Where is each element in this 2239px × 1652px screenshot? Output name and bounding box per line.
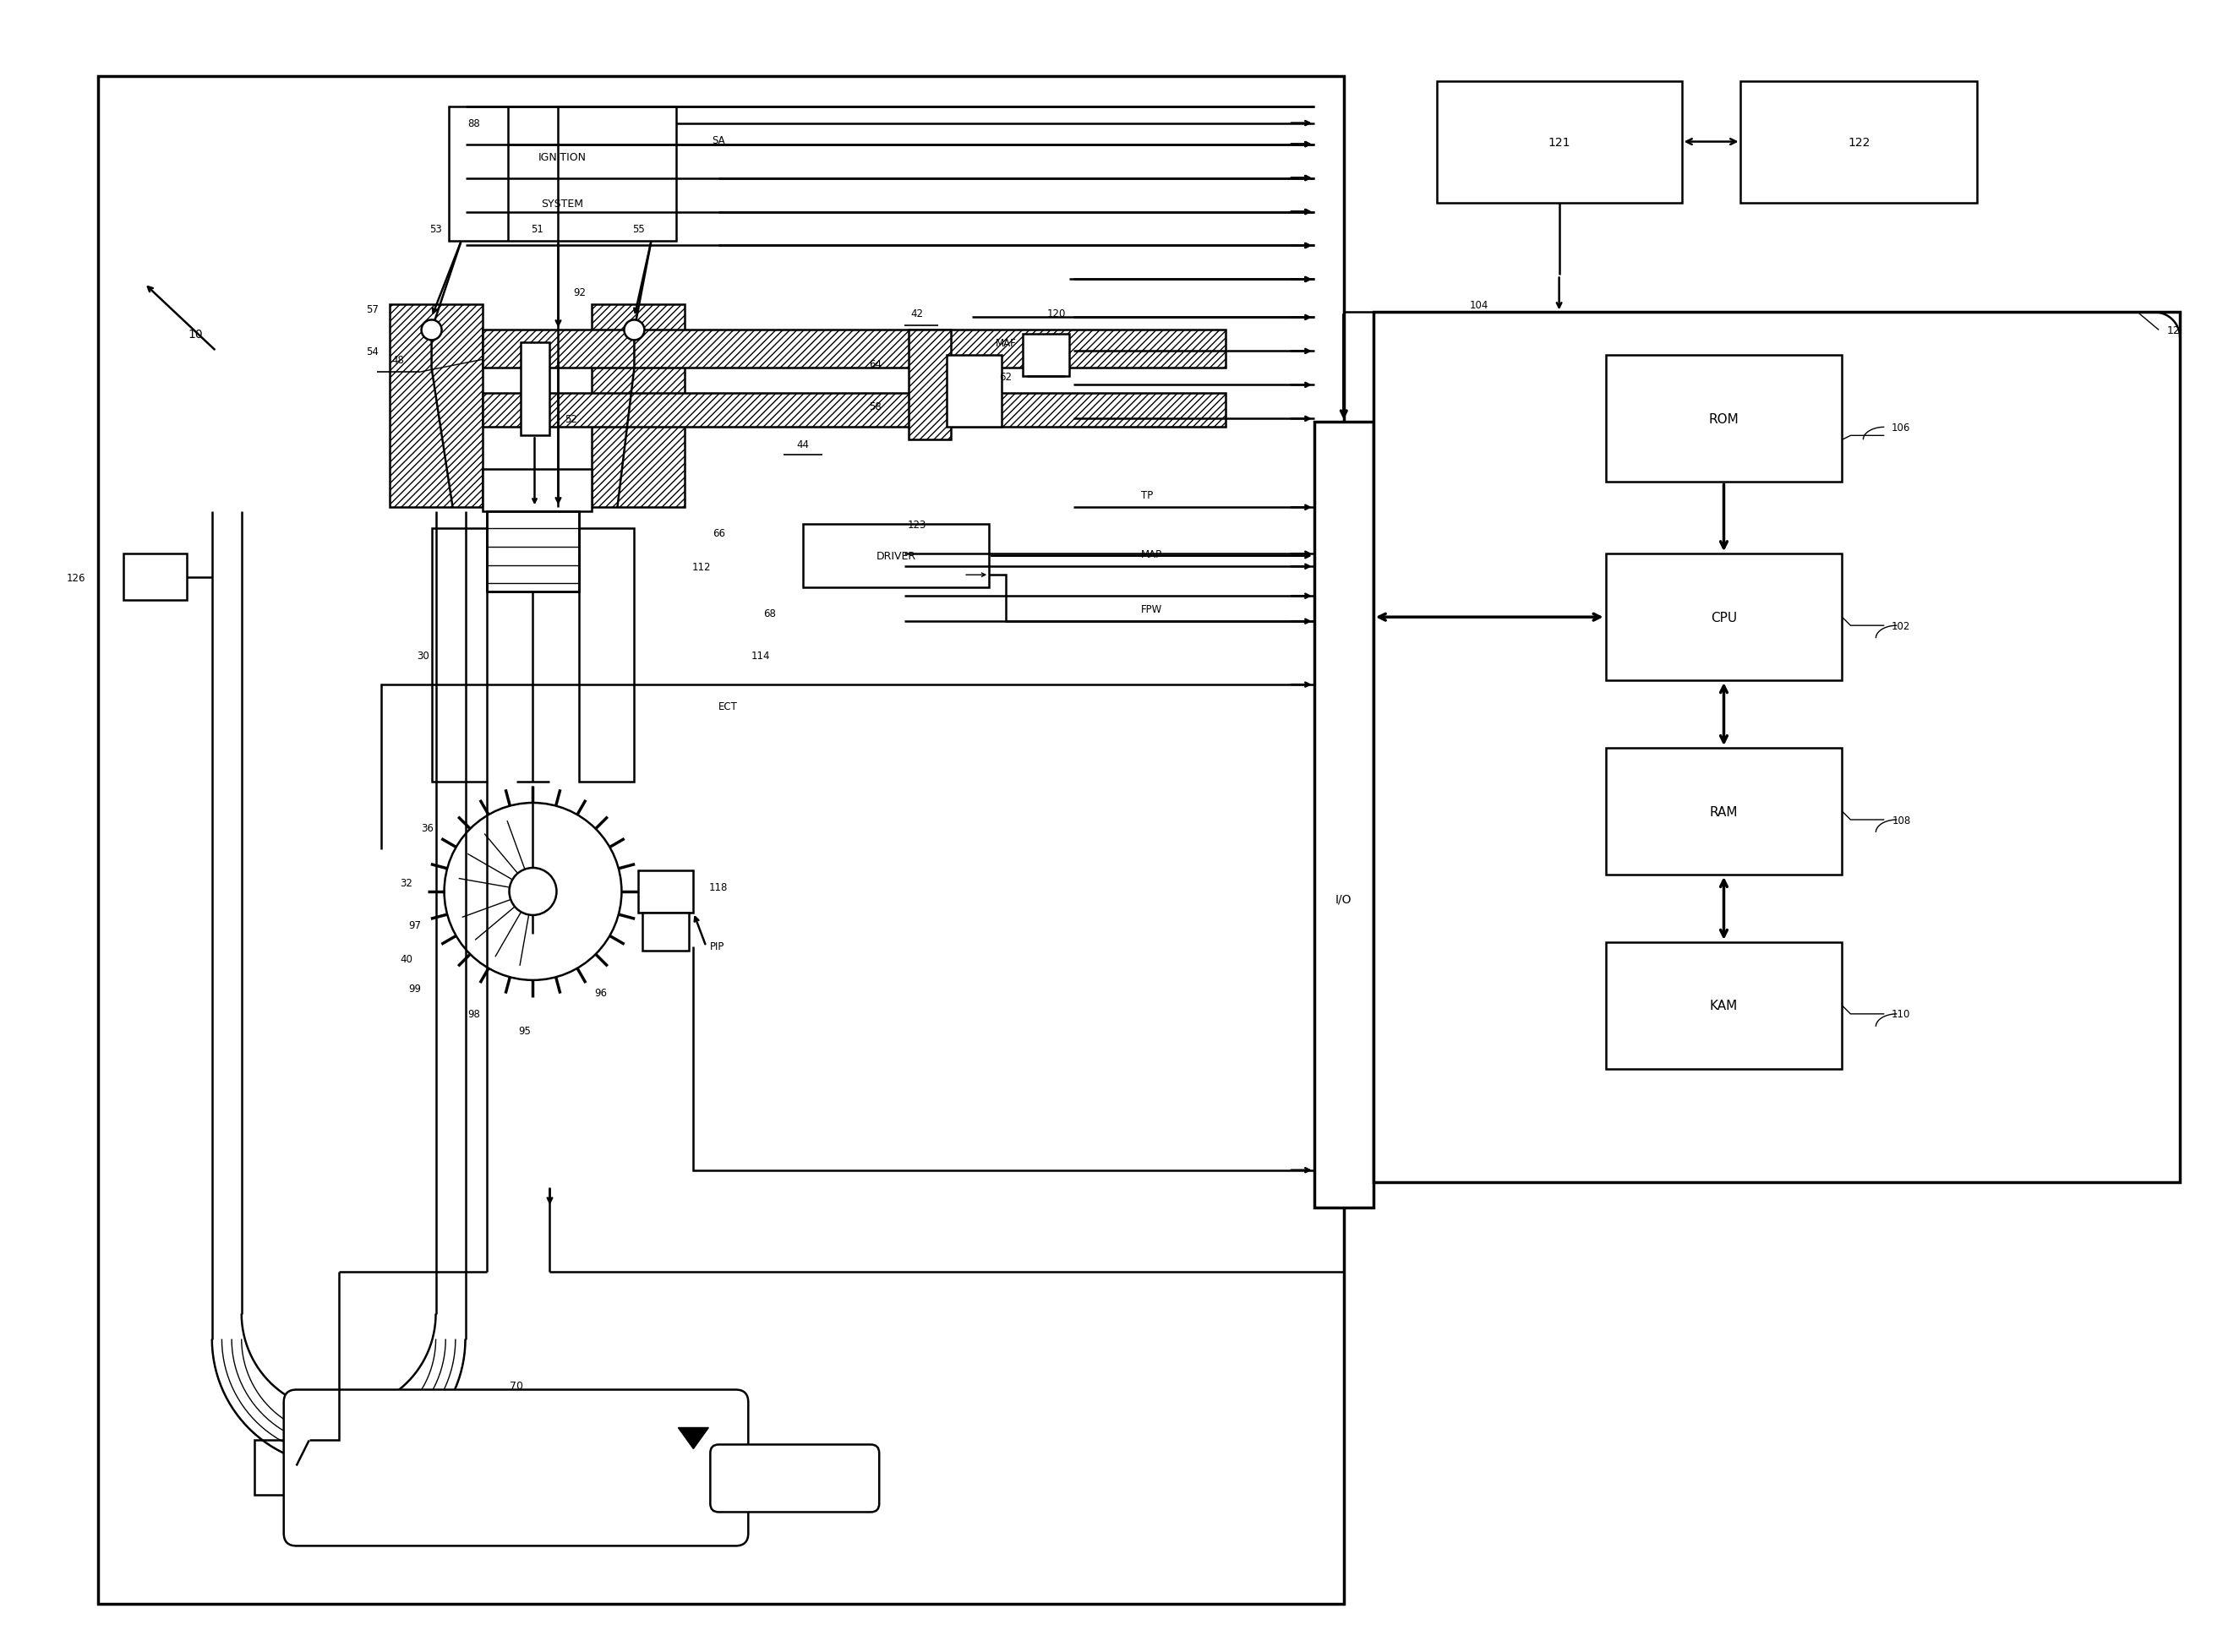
Bar	[486, 512, 580, 591]
Text: 58: 58	[869, 401, 882, 411]
Bar	[123, 553, 186, 601]
Text: 10: 10	[188, 329, 202, 340]
Text: 122: 122	[1847, 137, 1870, 149]
Text: MAP: MAP	[1142, 548, 1162, 560]
Circle shape	[625, 320, 645, 340]
Text: 98: 98	[468, 1009, 479, 1019]
Text: 97: 97	[407, 920, 421, 932]
Bar	[1437, 81, 1681, 203]
Text: DRIVER: DRIVER	[875, 550, 916, 562]
Bar	[1605, 943, 1843, 1069]
Text: 62: 62	[999, 372, 1012, 383]
Text: 106: 106	[1892, 423, 1910, 433]
Circle shape	[421, 320, 441, 340]
Circle shape	[508, 869, 558, 915]
Text: 92: 92	[573, 287, 587, 297]
Text: 104: 104	[1469, 299, 1489, 311]
Bar	[255, 1441, 309, 1495]
Text: ECT: ECT	[719, 700, 739, 712]
Text: KAM: KAM	[1711, 999, 1737, 1013]
Bar	[481, 330, 1225, 368]
Bar	[437, 512, 466, 1340]
Text: 96: 96	[593, 988, 607, 998]
FancyBboxPatch shape	[284, 1389, 748, 1546]
Bar	[580, 529, 634, 781]
Bar	[1373, 312, 2181, 1183]
Bar	[643, 914, 690, 952]
Text: 64: 64	[869, 358, 882, 370]
Bar	[99, 76, 1343, 1604]
Text: RAM: RAM	[1711, 805, 1737, 818]
Bar	[432, 529, 486, 781]
Text: PIP: PIP	[710, 942, 725, 952]
Text: 68: 68	[763, 608, 775, 620]
Text: SA: SA	[712, 135, 725, 145]
Bar	[1314, 423, 1373, 1208]
Text: 66: 66	[712, 527, 725, 539]
Text: TP: TP	[1142, 489, 1153, 501]
Bar	[1023, 335, 1070, 377]
Text: 108: 108	[1892, 814, 1910, 826]
FancyBboxPatch shape	[710, 1444, 880, 1512]
Bar	[448, 107, 676, 241]
Text: 42: 42	[911, 309, 922, 319]
Text: 36: 36	[421, 823, 434, 834]
Text: 40: 40	[401, 953, 412, 965]
Text: 95: 95	[517, 1026, 531, 1036]
Bar	[432, 529, 486, 781]
Text: 70: 70	[508, 1379, 522, 1391]
Text: SYSTEM: SYSTEM	[542, 198, 584, 210]
Text: 112: 112	[692, 562, 712, 572]
Text: CPU: CPU	[1711, 611, 1737, 624]
Text: 118: 118	[710, 882, 728, 894]
Bar	[390, 306, 481, 507]
Text: 53: 53	[430, 223, 441, 235]
Text: 32: 32	[401, 877, 412, 889]
Bar	[481, 469, 591, 512]
Bar	[481, 393, 1225, 428]
Circle shape	[443, 803, 622, 980]
Bar	[580, 529, 634, 781]
Bar	[481, 330, 1225, 368]
Text: 110: 110	[1892, 1009, 1910, 1019]
Bar	[638, 871, 694, 914]
Bar	[213, 512, 242, 1340]
Text: 44: 44	[797, 439, 811, 449]
Bar	[1605, 748, 1843, 876]
Text: 51: 51	[531, 223, 544, 235]
Bar	[519, 344, 551, 436]
Text: ROM: ROM	[1708, 413, 1740, 426]
Bar	[909, 330, 952, 441]
Text: 102: 102	[1892, 621, 1910, 631]
Text: 88: 88	[468, 119, 479, 129]
Bar	[947, 355, 1001, 428]
Bar	[909, 330, 952, 441]
Bar	[591, 306, 685, 507]
Bar	[804, 525, 990, 588]
Bar	[1740, 81, 1977, 203]
Text: 48: 48	[392, 355, 403, 365]
Text: 52: 52	[564, 413, 578, 425]
Text: 126: 126	[67, 572, 85, 583]
Text: 114: 114	[752, 649, 770, 661]
Text: 123: 123	[907, 519, 927, 530]
Text: 121: 121	[1547, 137, 1570, 149]
Text: I/O: I/O	[1334, 894, 1352, 905]
Text: IGNITION: IGNITION	[537, 152, 587, 164]
Text: 55: 55	[631, 223, 645, 235]
Text: 120: 120	[1048, 309, 1066, 319]
Polygon shape	[678, 1427, 708, 1449]
Text: 54: 54	[367, 347, 378, 357]
Text: MAF: MAF	[996, 337, 1017, 349]
Bar	[1605, 553, 1843, 681]
Text: 12: 12	[2167, 325, 2181, 335]
Text: FPW: FPW	[1142, 603, 1162, 615]
Bar	[481, 393, 1225, 428]
Text: 57: 57	[367, 304, 378, 316]
Bar	[591, 306, 685, 507]
Text: 99: 99	[407, 983, 421, 995]
Text: 30: 30	[416, 649, 430, 661]
Bar	[1605, 355, 1843, 482]
Bar	[390, 306, 481, 507]
